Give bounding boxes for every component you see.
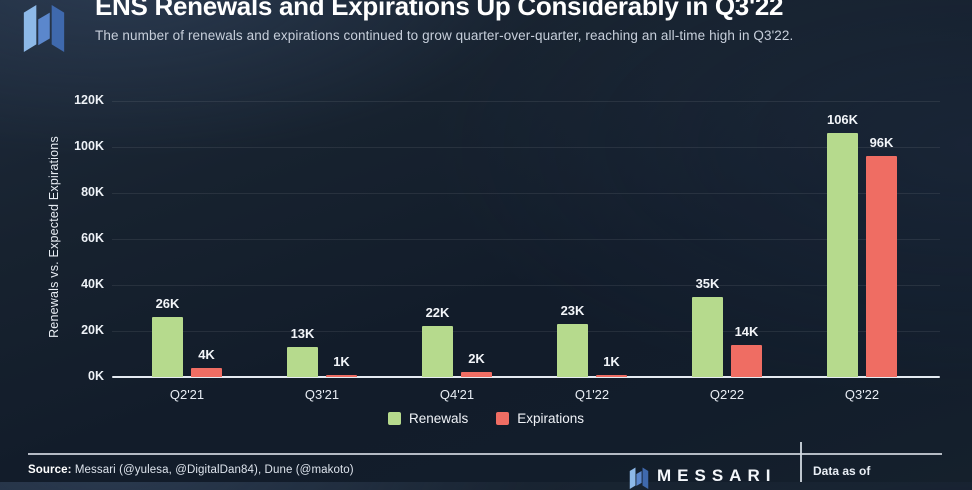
- x-tick-label-Q2'21: Q2'21: [169, 387, 205, 402]
- expirations-value-label-Q2'22: 14K: [734, 323, 759, 339]
- renewals-bar-Q3'21: [287, 347, 318, 377]
- expirations-bar-Q3'22: [866, 156, 897, 377]
- page-title: ENS Renewals and Expirations Up Consider…: [95, 0, 784, 21]
- page-subtitle: The number of renewals and expirations c…: [95, 28, 794, 43]
- source-attribution: Source: Messari (@yulesa, @DigitalDan84)…: [28, 464, 354, 476]
- messari-logo-icon: [20, 2, 68, 59]
- legend-item-renewals: Renewals: [387, 411, 469, 426]
- x-tick-label-Q4'21: Q4'21: [439, 387, 475, 402]
- legend-label: Expirations: [517, 411, 585, 426]
- expirations-bar-Q2'22: [731, 344, 762, 377]
- legend-label: Renewals: [408, 411, 469, 426]
- renewals-bar-Q2'22: [692, 296, 723, 377]
- data-as-of-label: Data as of: [813, 464, 871, 478]
- chart-legend: Renewals Expirations: [0, 411, 972, 426]
- y-tick-label: 40K: [81, 277, 104, 291]
- y-tick-label: 60K: [81, 231, 104, 245]
- x-axis-baseline: [112, 376, 940, 378]
- messari-m-glyph: [23, 4, 65, 53]
- expirations-bar-Q1'22: [596, 374, 627, 377]
- x-tick-label-Q3'21: Q3'21: [304, 387, 340, 402]
- legend-swatch-icon: [387, 412, 401, 425]
- footer-vertical-divider: [800, 442, 802, 482]
- footer-divider-line: [28, 453, 942, 455]
- expirations-value-label-Q3'21: 1K: [333, 353, 350, 369]
- y-tick-label: 80K: [81, 185, 104, 199]
- expirations-value-label-Q2'21: 4K: [198, 346, 215, 362]
- expirations-value-label-Q4'21: 2K: [468, 351, 485, 367]
- source-text: Messari (@yulesa, @DigitalDan84), Dune (…: [71, 464, 354, 476]
- renewals-value-label-Q2'21: 26K: [155, 296, 180, 312]
- x-tick-label-Q3'22: Q3'22: [844, 387, 880, 402]
- y-tick-label: 0K: [88, 369, 104, 383]
- y-tick-label: 120K: [74, 93, 104, 107]
- renewals-value-label-Q1'22: 23K: [560, 303, 585, 319]
- renewals-bar-Q4'21: [422, 326, 453, 377]
- expirations-value-label-Q1'22: 1K: [603, 353, 620, 369]
- gridline-60K: [112, 239, 940, 240]
- renewals-bar-Q2'21: [152, 317, 183, 377]
- expirations-bar-Q4'21: [461, 372, 492, 377]
- messari-m-glyph-small: [629, 467, 649, 489]
- gridline-80K: [112, 193, 940, 194]
- gridline-100K: [112, 147, 940, 148]
- source-label: Source:: [28, 464, 72, 476]
- x-tick-label-Q1'22: Q1'22: [574, 387, 610, 402]
- y-tick-label: 100K: [74, 139, 104, 153]
- legend-item-expirations: Expirations: [496, 411, 584, 426]
- expirations-bar-Q2'21: [191, 367, 222, 377]
- gridline-40K: [112, 285, 940, 286]
- legend-swatch-icon: [496, 412, 510, 425]
- renewals-bar-Q1'22: [557, 324, 588, 377]
- expirations-bar-Q3'21: [326, 374, 357, 377]
- gridline-120K: [112, 101, 940, 102]
- expirations-value-label-Q3'22: 96K: [869, 135, 894, 151]
- gridline-20K: [112, 331, 940, 332]
- renewals-value-label-Q2'22: 35K: [695, 275, 720, 291]
- messari-wordmark: MESSARI: [657, 466, 777, 485]
- renewals-bar-Q3'22: [827, 133, 858, 377]
- chart-header: ENS Renewals and Expirations Up Consider…: [95, 0, 793, 43]
- renewals-value-label-Q3'22: 106K: [826, 112, 859, 128]
- messari-brand-footer: MESSARI: [628, 466, 776, 490]
- renewals-value-label-Q3'21: 13K: [290, 326, 315, 342]
- y-tick-label: 20K: [81, 323, 104, 337]
- x-tick-label-Q2'22: Q2'22: [709, 387, 745, 402]
- renewals-value-label-Q4'21: 22K: [425, 305, 450, 321]
